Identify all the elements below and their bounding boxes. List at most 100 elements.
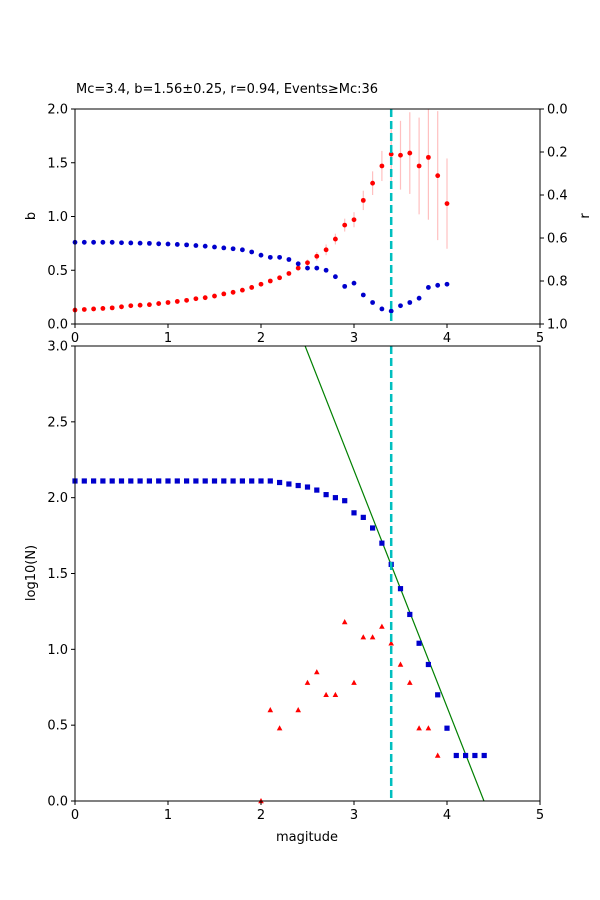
non-cumulative-point — [360, 634, 367, 640]
b-point — [147, 302, 152, 308]
cumulative-point — [295, 482, 301, 489]
cumulative-point — [332, 495, 338, 501]
top-xtick-label: 1 — [164, 331, 172, 346]
gutenberg-richter-fit-line — [304, 346, 485, 801]
bottom-ytick-label: 0.0 — [47, 795, 68, 810]
b-point — [444, 201, 450, 207]
cumulative-point — [416, 640, 422, 646]
bottom-ytick-label: 2.0 — [47, 491, 68, 506]
r-point — [156, 241, 162, 247]
r-point — [398, 303, 403, 309]
cumulative-point — [184, 478, 190, 484]
top-ytick-right-label: 0.0 — [547, 103, 568, 118]
r-point — [426, 285, 431, 290]
non-cumulative-point — [304, 679, 311, 685]
cumulative-point — [193, 478, 199, 484]
cumulative-point — [379, 540, 385, 546]
non-cumulative-point — [341, 619, 348, 625]
r-point — [184, 242, 190, 248]
bottom-axes-frame — [74, 345, 541, 802]
non-cumulative-point — [314, 669, 320, 675]
r-point — [323, 267, 329, 273]
cumulative-point — [342, 498, 348, 504]
r-point — [416, 295, 422, 301]
cumulative-point — [481, 752, 487, 759]
r-point — [119, 240, 124, 246]
non-cumulative-point — [397, 661, 404, 667]
top-ytick-label: 1.5 — [47, 156, 68, 171]
b-point — [426, 154, 431, 160]
bottom-ylabel: log10(N) — [24, 545, 39, 601]
non-cumulative-point — [425, 725, 432, 731]
cumulative-point — [314, 487, 320, 493]
b-point — [137, 302, 143, 308]
b-point — [267, 278, 273, 284]
non-cumulative-point — [407, 679, 413, 685]
cumulative-point — [267, 478, 273, 484]
b-point — [202, 295, 208, 301]
cumulative-point — [323, 492, 329, 498]
r-point — [388, 308, 394, 314]
b-point — [81, 307, 87, 312]
cumulative-point — [239, 478, 245, 484]
b-point — [109, 305, 115, 311]
cumulative-point — [230, 478, 236, 484]
top-xtick-label: 4 — [443, 331, 451, 346]
cumulative-point — [435, 692, 441, 698]
bottom-ytick-label: 1.0 — [47, 643, 68, 658]
cumulative-point — [370, 525, 376, 531]
r-point — [249, 249, 255, 255]
top-xtick-label: 0 — [71, 331, 79, 346]
b-point — [314, 253, 320, 259]
r-point — [230, 246, 236, 252]
b-point — [100, 306, 106, 311]
b-point — [184, 297, 190, 303]
b-point — [249, 285, 255, 290]
non-cumulative-point — [416, 725, 422, 731]
cumulative-point — [211, 478, 218, 484]
b-point — [212, 293, 217, 299]
top-ylabel-right: r — [578, 213, 593, 219]
r-point — [295, 261, 301, 267]
cumulative-point — [174, 478, 180, 484]
cumulative-point — [109, 478, 115, 484]
bottom-xtick-label: 5 — [536, 808, 544, 823]
non-cumulative-point — [379, 623, 385, 629]
frequency-magnitude-panel: 0 1 2 3 4 5 0.0 0.5 1.0 1.5 2.0 2.5 3.0 — [47, 340, 544, 824]
top-ytick-label: 0.0 — [47, 318, 68, 333]
bottom-xtick-label: 4 — [443, 808, 451, 823]
cumulative-point — [137, 478, 143, 484]
cumulative-point — [146, 478, 152, 484]
r-point — [174, 242, 180, 247]
r-point — [240, 247, 245, 253]
cumulative-point — [463, 752, 469, 759]
top-ytick-right-label: 0.6 — [547, 232, 568, 247]
r-point — [109, 239, 115, 245]
b-point — [416, 163, 422, 169]
top-chart-title: Mc=3.4, b=1.56±0.25, r=0.94, Events≥Mc:3… — [76, 82, 378, 97]
bottom-xtick-label: 0 — [71, 808, 79, 823]
r-point — [333, 274, 338, 280]
b-point — [119, 304, 124, 310]
r-point — [165, 241, 171, 247]
b-point — [91, 306, 96, 312]
b-point — [174, 299, 180, 304]
b-point — [407, 150, 413, 156]
r-point — [267, 254, 273, 260]
top-ytick-right-label: 0.4 — [547, 189, 568, 204]
cumulative-point — [277, 479, 283, 486]
top-ytick-label: 1.0 — [47, 210, 68, 225]
r-point — [147, 240, 152, 246]
cumulative-point — [258, 478, 264, 484]
b-point — [360, 197, 366, 203]
cumulative-point — [156, 478, 162, 484]
cumulative-point — [453, 752, 459, 759]
top-xtick-label: 2 — [257, 331, 265, 346]
non-cumulative-point — [388, 640, 394, 646]
r-point — [202, 243, 208, 249]
cumulative-point — [118, 478, 125, 484]
b-value-panel: 0 1 2 3 4 5 0.0 0.5 1.0 1.5 2.0 0.0 0.2 0.4 0.6 0.8 1.0 — [47, 103, 567, 347]
top-xtick-label: 3 — [350, 331, 358, 346]
b-point — [351, 217, 357, 223]
b-point — [230, 289, 236, 295]
